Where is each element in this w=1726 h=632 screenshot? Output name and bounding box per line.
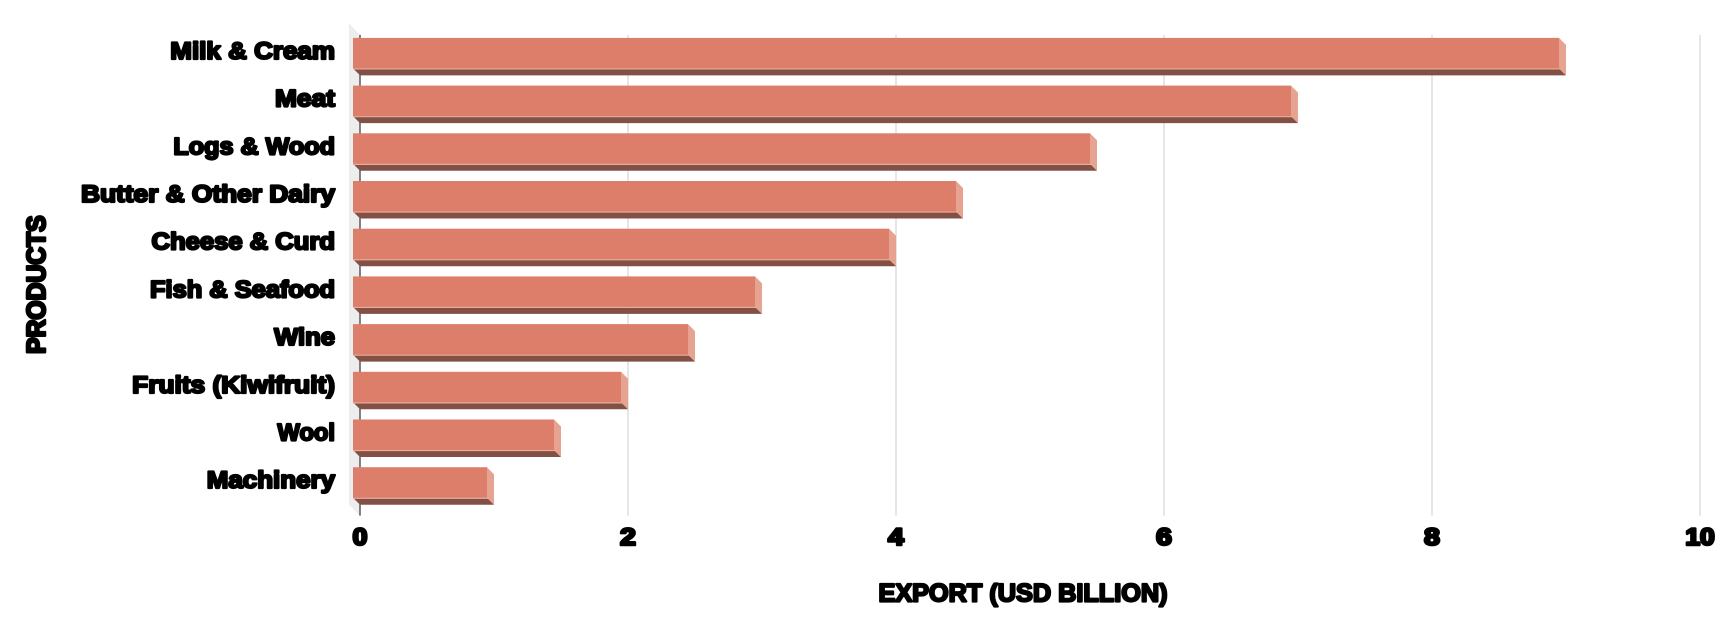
svg-text:Wine: Wine [274, 324, 335, 351]
svg-text:Wool: Wool [278, 420, 336, 447]
svg-text:Milk & Cream: Milk & Cream [170, 38, 335, 65]
svg-text:EXPORT (USD BILLION): EXPORT (USD BILLION) [879, 580, 1168, 608]
svg-text:6: 6 [1156, 524, 1172, 551]
svg-text:Fish & Seafood: Fish & Seafood [150, 276, 335, 303]
svg-text:2: 2 [620, 524, 636, 551]
svg-text:Butter & Other Dairy: Butter & Other Dairy [81, 181, 336, 208]
svg-text:4: 4 [888, 524, 904, 551]
svg-text:0: 0 [353, 524, 368, 551]
svg-text:8: 8 [1424, 524, 1440, 551]
svg-text:Logs & Wood: Logs & Wood [173, 133, 335, 160]
svg-text:Meat: Meat [275, 86, 335, 113]
svg-text:Cheese & Curd: Cheese & Curd [152, 229, 336, 256]
svg-text:Fruits (Kiwifruit): Fruits (Kiwifruit) [132, 372, 335, 399]
svg-text:Machinery: Machinery [207, 467, 336, 494]
svg-text:PRODUCTS: PRODUCTS [21, 215, 51, 354]
svg-text:10: 10 [1685, 524, 1714, 551]
